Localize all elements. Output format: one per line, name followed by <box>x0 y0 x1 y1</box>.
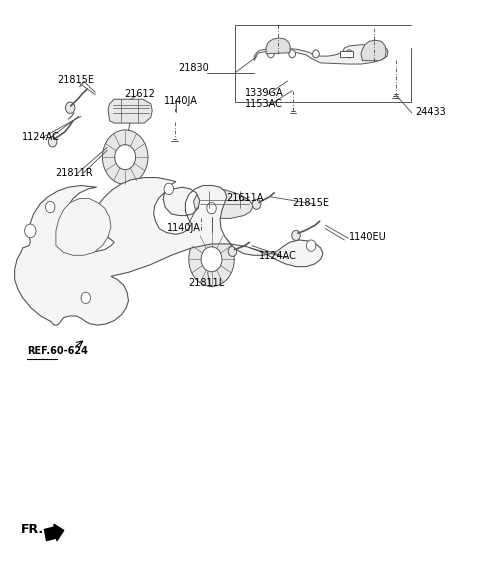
Circle shape <box>46 201 55 213</box>
Circle shape <box>189 232 234 286</box>
Circle shape <box>201 247 222 272</box>
Polygon shape <box>361 40 386 61</box>
Text: 1124AC: 1124AC <box>259 251 297 261</box>
Circle shape <box>267 50 274 58</box>
Polygon shape <box>266 38 290 54</box>
Circle shape <box>312 50 319 58</box>
Circle shape <box>65 102 75 113</box>
Circle shape <box>228 246 237 257</box>
Text: REF.60-624: REF.60-624 <box>27 346 88 356</box>
Text: 21612: 21612 <box>124 89 155 99</box>
Bar <box>340 51 353 57</box>
Circle shape <box>24 224 36 238</box>
Circle shape <box>102 130 148 185</box>
Text: 21811L: 21811L <box>188 278 224 288</box>
Polygon shape <box>108 99 152 123</box>
Polygon shape <box>14 178 323 325</box>
Circle shape <box>207 202 216 214</box>
Text: 21815E: 21815E <box>57 75 95 85</box>
Text: 21815E: 21815E <box>292 198 329 208</box>
Text: 1140JA: 1140JA <box>167 222 200 233</box>
Circle shape <box>164 183 174 195</box>
Polygon shape <box>56 199 111 256</box>
FancyArrow shape <box>45 524 64 541</box>
Text: 21611A: 21611A <box>226 193 263 202</box>
Text: FR.: FR. <box>21 523 44 536</box>
Circle shape <box>252 199 261 209</box>
Text: 21830: 21830 <box>179 62 209 73</box>
Circle shape <box>81 292 91 304</box>
Circle shape <box>306 240 316 252</box>
Text: 1140EU: 1140EU <box>349 232 387 242</box>
Circle shape <box>115 144 136 170</box>
Circle shape <box>365 50 372 58</box>
Polygon shape <box>254 45 388 64</box>
Text: 24433: 24433 <box>416 107 446 117</box>
Text: 1124AC: 1124AC <box>22 132 60 142</box>
Text: 1140JA: 1140JA <box>164 96 198 106</box>
Text: 21811R: 21811R <box>55 167 93 178</box>
Circle shape <box>292 230 300 241</box>
Polygon shape <box>193 189 253 218</box>
Circle shape <box>289 50 296 58</box>
Circle shape <box>48 137 57 147</box>
Text: 1339GA: 1339GA <box>245 88 283 98</box>
Circle shape <box>346 50 352 58</box>
Text: 1153AC: 1153AC <box>245 100 283 109</box>
